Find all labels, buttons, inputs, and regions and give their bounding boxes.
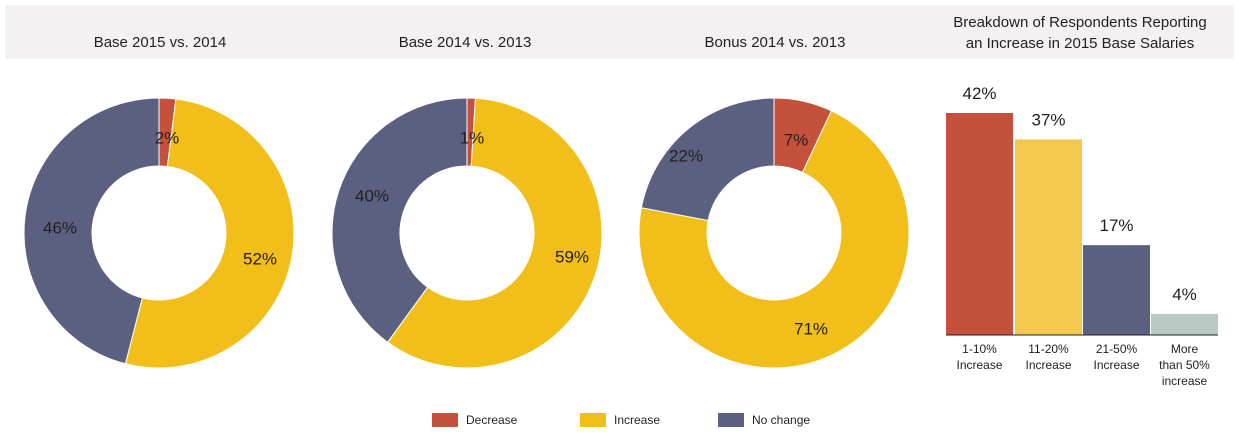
bar-3-value-label: 17% [1099,216,1133,235]
legend-increase: Increase [580,413,660,427]
donut2-label-decrease: 1% [460,128,485,147]
legend-decrease-label: Decrease [466,413,518,427]
bar-1-category-label-line-1: 1-10% [962,342,997,356]
bar-1-category-label-line-2: Increase [956,358,1002,372]
donut3-slice-increase [638,110,910,369]
bar-4-category-label-line-3: increase [1162,374,1208,388]
bar-4 [1151,313,1218,335]
donut2-slice-no-change [331,97,468,343]
legend-increase-swatch [580,413,606,427]
donut2-label-no-change: 40% [355,186,389,205]
bar-2-category-label-line-1: 11-20% [1028,342,1069,356]
legend-increase-label: Increase [614,413,661,427]
bar-2-category-label-line-2: Increase [1025,358,1071,372]
bar-2-value-label: 37% [1031,110,1065,129]
donut3-slice-no-change [640,97,775,222]
bar-1 [946,113,1013,335]
donut3-title: Bonus 2014 vs. 2013 [704,34,846,51]
legend-decrease: Decrease [432,413,517,427]
donut1-label-increase: 52% [243,249,277,268]
donut2-title: Base 2014 vs. 2013 [398,34,532,51]
bar-1-value-label: 42% [962,84,996,103]
legend-no-change-swatch [718,413,744,427]
bar-4-category-label-line-2: than 50% [1159,358,1210,372]
bar-chart-title: Breakdown of Respondents Reporting an In… [920,12,1239,54]
legend-no-change-label: No change [752,413,811,427]
donut1-label-decrease: 2% [155,128,180,147]
header-band [5,5,1234,59]
donut1-label-no-change: 46% [43,218,77,237]
bar-3-category-label-line-1: 21-50% [1096,342,1138,356]
legend-no-change: No change [718,413,810,427]
legend-decrease-swatch [432,413,458,427]
bar-3-category-label-line-2: Increase [1093,358,1139,372]
bar-3 [1083,245,1150,335]
bar-4-value-label: 4% [1172,285,1197,304]
donut3-label-increase: 71% [794,319,828,338]
donut3-label-no-change: 22% [669,146,703,165]
donut2-slice-increase [386,97,603,369]
bar-title-line-1: Breakdown of Respondents Reporting [953,14,1207,31]
donut1-slice-no-change [23,97,160,365]
donut1-slice-increase [124,98,295,369]
bar-2 [1015,139,1082,335]
donut3-label-decrease: 7% [784,130,809,149]
bar-title-line-2: an Increase in 2015 Base Salaries [965,35,1195,52]
donut2-label-increase: 59% [555,247,589,266]
donut1-title: Base 2015 vs. 2014 [93,34,227,51]
bar-4-category-label-line-1: More [1171,342,1199,356]
